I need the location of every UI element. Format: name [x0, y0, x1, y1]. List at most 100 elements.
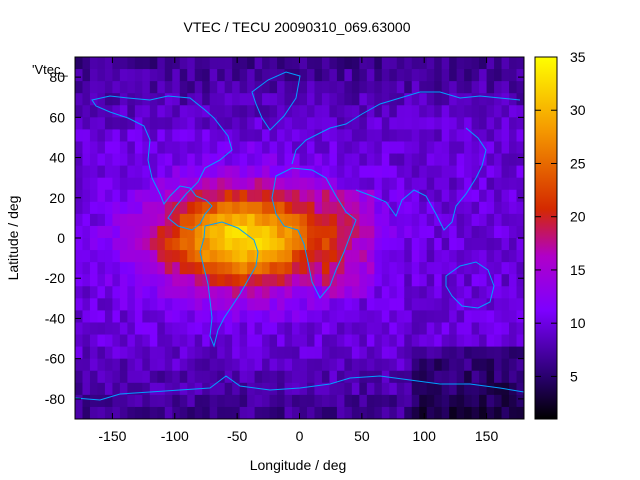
- heatmap-cell: [321, 370, 331, 384]
- heatmap-cell: [381, 394, 390, 408]
- heatmap-cell: [434, 274, 443, 287]
- heatmap-cell: [164, 225, 173, 239]
- heatmap-cell: [172, 406, 181, 419]
- heatmap-cell: [112, 189, 121, 203]
- heatmap-cell: [501, 346, 510, 360]
- heatmap-cell: [314, 382, 323, 396]
- heatmap-cell: [374, 358, 383, 372]
- heatmap-cell: [284, 250, 293, 263]
- heatmap-cell: [434, 93, 443, 106]
- heatmap-cell: [426, 310, 435, 324]
- heatmap-cell: [464, 394, 473, 408]
- heatmap-cell: [142, 322, 151, 336]
- heatmap-cell: [232, 346, 241, 360]
- heatmap-cell: [134, 189, 143, 203]
- heatmap-cell: [464, 322, 473, 336]
- heatmap-cell: [224, 105, 233, 118]
- heatmap-cell: [209, 250, 218, 263]
- heatmap-cell: [434, 394, 443, 408]
- heatmap-cell: [269, 346, 278, 360]
- heatmap-cell: [239, 298, 248, 311]
- heatmap-cell: [202, 310, 211, 324]
- heatmap-cell: [82, 165, 91, 179]
- heatmap-cell: [471, 141, 480, 155]
- heatmap-cell: [464, 57, 473, 70]
- heatmap-cell: [179, 298, 188, 311]
- heatmap-cell: [75, 189, 84, 203]
- heatmap-cell: [112, 213, 121, 227]
- heatmap-cell: [321, 177, 331, 191]
- heatmap-cell: [516, 57, 524, 70]
- heatmap-cell: [374, 262, 383, 275]
- heatmap-cell: [449, 322, 458, 336]
- heatmap-cell: [501, 153, 510, 167]
- heatmap-cell: [344, 201, 353, 215]
- heatmap-cell: [262, 69, 271, 82]
- heatmap-cell: [179, 129, 188, 143]
- heatmap-cell: [187, 370, 196, 384]
- heatmap-cell: [411, 153, 420, 167]
- heatmap-cell: [127, 238, 136, 251]
- heatmap-cell: [284, 274, 293, 287]
- heatmap-cell: [157, 262, 166, 275]
- heatmap-cell: [306, 213, 316, 227]
- heatmap-cell: [277, 274, 286, 287]
- heatmap-cell: [157, 406, 166, 419]
- heatmap-cell: [389, 153, 398, 167]
- heatmap-cell: [351, 117, 360, 130]
- heatmap-cell: [284, 153, 293, 167]
- heatmap-cell: [494, 165, 503, 179]
- heatmap-cell: [381, 334, 390, 348]
- heatmap-cell: [254, 93, 263, 106]
- heatmap-cell: [97, 141, 106, 155]
- heatmap-cell: [164, 57, 173, 70]
- heatmap-cell: [82, 177, 91, 191]
- heatmap-cell: [464, 165, 473, 179]
- heatmap-cell: [127, 93, 136, 106]
- heatmap-cell: [142, 406, 151, 419]
- heatmap-cell: [501, 274, 510, 287]
- heatmap-cell: [351, 81, 360, 94]
- heatmap-cell: [321, 69, 331, 82]
- heatmap-cell: [329, 165, 338, 179]
- heatmap-cell: [202, 189, 211, 203]
- heatmap-cell: [277, 141, 286, 155]
- heatmap-cell: [509, 165, 518, 179]
- heatmap-cell: [209, 177, 218, 191]
- heatmap-cell: [142, 81, 151, 94]
- heatmap-cell: [419, 274, 428, 287]
- heatmap-cell: [344, 262, 353, 275]
- heatmap-cell: [419, 346, 428, 360]
- heatmap-cell: [292, 310, 301, 324]
- heatmap-cell: [434, 153, 443, 167]
- heatmap-cell: [104, 334, 114, 348]
- heatmap-cell: [494, 382, 503, 396]
- heatmap-cell: [217, 57, 226, 70]
- heatmap-cell: [299, 370, 308, 384]
- heatmap-cell: [202, 69, 211, 82]
- heatmap-cell: [449, 394, 458, 408]
- heatmap-cell: [119, 382, 128, 396]
- heatmap-cell: [494, 310, 503, 324]
- heatmap-cell: [269, 394, 278, 408]
- heatmap-cell: [97, 57, 106, 70]
- heatmap-cell: [336, 262, 345, 275]
- heatmap-cell: [292, 298, 301, 311]
- heatmap-cell: [389, 334, 398, 348]
- heatmap-cell: [187, 310, 196, 324]
- heatmap-cell: [209, 346, 218, 360]
- heatmap-cell: [486, 57, 495, 70]
- heatmap-cell: [209, 370, 218, 384]
- heatmap-cell: [97, 153, 106, 167]
- heatmap-cell: [426, 177, 435, 191]
- heatmap-cell: [396, 105, 405, 118]
- heatmap-cell: [426, 262, 435, 275]
- heatmap-cell: [449, 334, 458, 348]
- heatmap-cell: [396, 57, 405, 70]
- heatmap-cell: [516, 310, 524, 324]
- heatmap-cell: [426, 81, 435, 94]
- heatmap-cell: [396, 81, 405, 94]
- heatmap-cell: [179, 105, 188, 118]
- heatmap-cell: [471, 93, 480, 106]
- heatmap-cell: [97, 81, 106, 94]
